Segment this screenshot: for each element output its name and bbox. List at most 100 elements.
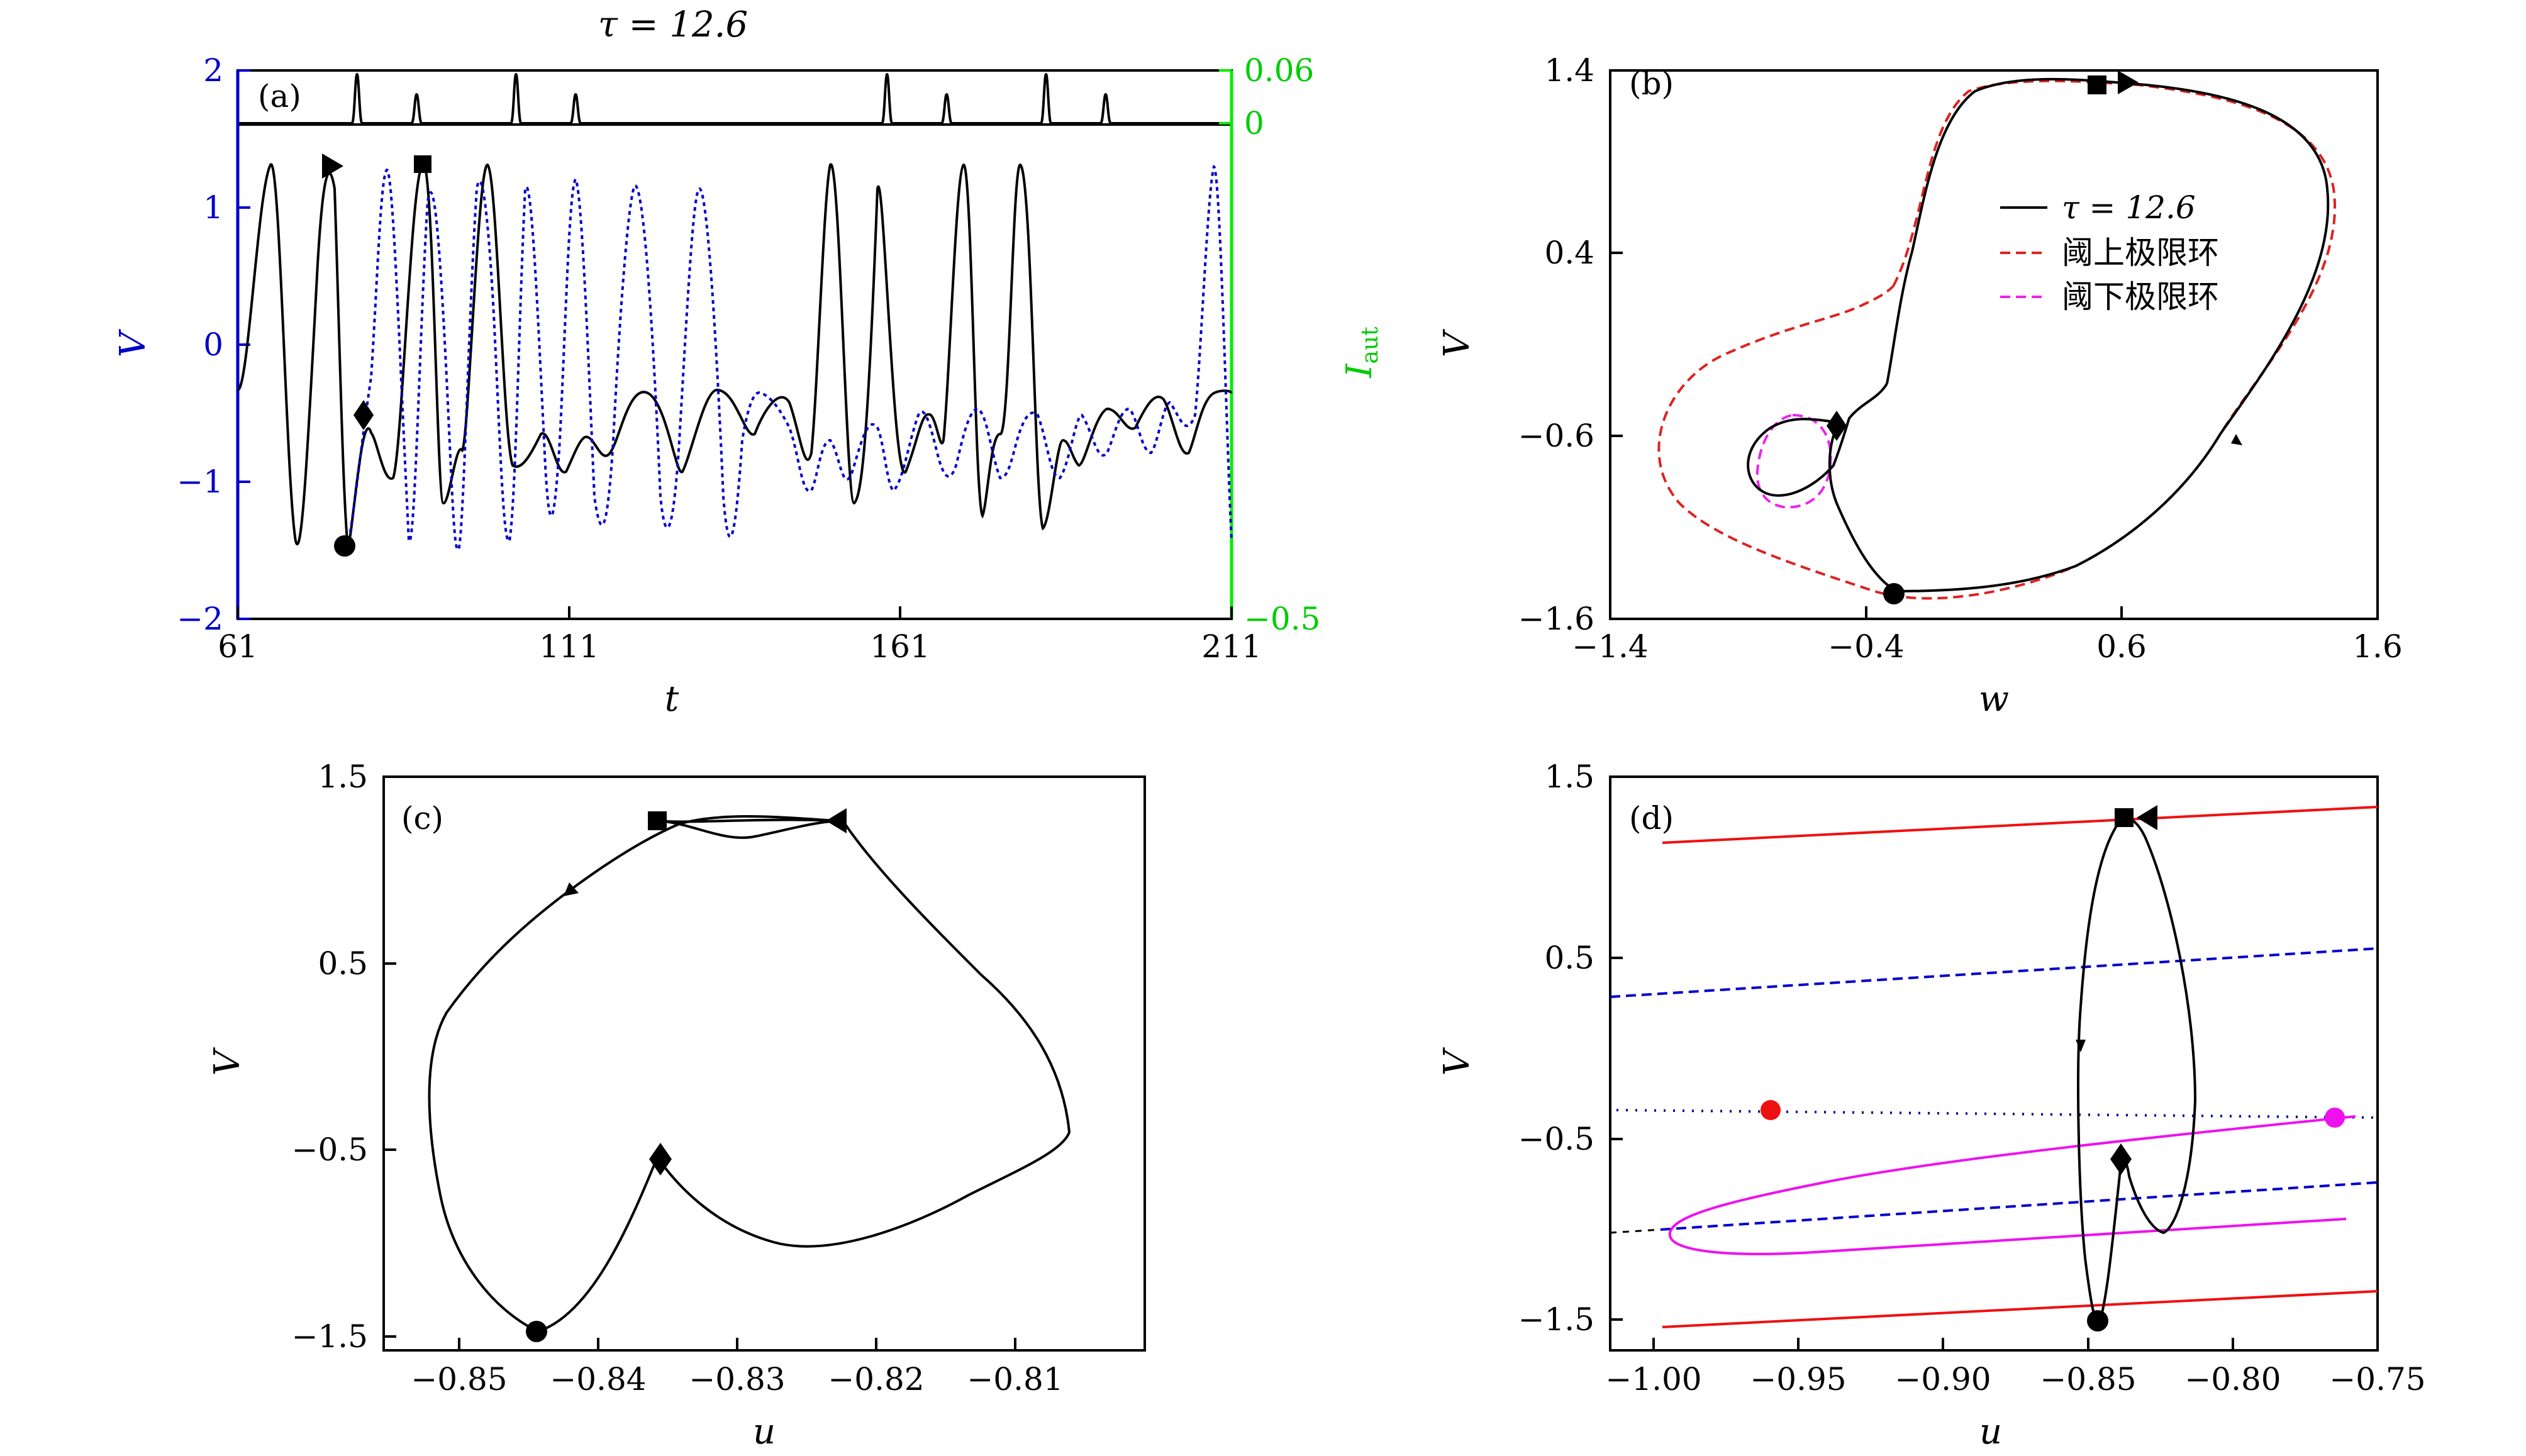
yc-tick-m05: −0.5	[292, 1131, 368, 1168]
xc-label: u	[753, 1411, 776, 1452]
panel-a: τ = 12.6 2 1 0 −1 −2 0.06 0 −0.5	[113, 4, 1383, 720]
marker-b-circle	[1883, 583, 1905, 604]
xa-tick-111: 111	[539, 628, 599, 665]
xc-tick-084: −0.84	[550, 1361, 646, 1398]
xd-tick-095: −0.95	[1750, 1361, 1846, 1398]
line-black-extension	[1610, 1228, 1661, 1234]
panel-a-frame	[236, 69, 1233, 620]
marker-a-triangle	[322, 153, 343, 179]
xd-tick-075: −0.75	[2329, 1361, 2425, 1398]
yc-tick-m15: −1.5	[292, 1318, 368, 1355]
xb-tick-m04: −0.4	[1828, 628, 1904, 665]
ya-tick-m1: −1	[177, 464, 223, 500]
y2a-tick-006: 0.06	[1244, 52, 1314, 89]
xa-label: t	[665, 679, 679, 720]
nullcline-red-bottom	[1662, 1290, 2378, 1328]
yb-tick-m16: −1.6	[1518, 601, 1594, 637]
xc-tick-083: −0.83	[689, 1361, 785, 1398]
line-blue-upper	[1610, 947, 2378, 998]
legend-b-label-tau: τ = 12.6	[2062, 189, 2196, 226]
xb-tick-16: 1.6	[2352, 628, 2403, 665]
marker-d-arrow	[2076, 1040, 2086, 1052]
yb-label: V	[1437, 328, 1477, 357]
fixed-point-magenta	[2325, 1108, 2345, 1128]
marker-a-square	[414, 155, 431, 173]
y2a-tick-m05: −0.5	[1244, 601, 1320, 637]
xa-tick-161: 161	[870, 628, 930, 665]
marker-b-square	[2088, 75, 2106, 94]
xd-tick-100: −1.00	[1605, 1361, 1701, 1398]
xb-tick-m14: −1.4	[1572, 628, 1648, 665]
marker-b-triangle	[2118, 70, 2139, 94]
xb-tick-06: 0.6	[2096, 628, 2147, 665]
xc-tick-082: −0.82	[828, 1361, 924, 1398]
trajectory-b	[1747, 77, 2330, 593]
marker-a-diamond	[353, 400, 374, 430]
marker-d-circle	[2087, 1310, 2108, 1331]
legend-b-label-supra: 阈上极限环	[2062, 235, 2219, 271]
line-dotted	[1616, 1109, 2378, 1119]
legend-b-label-sub: 阈下极限环	[2062, 279, 2219, 315]
ya-tick-1: 1	[203, 189, 223, 226]
ya-tick-0: 0	[203, 326, 223, 363]
line-blue-lower	[1660, 1181, 2378, 1231]
yb-tick-04: 0.4	[1544, 235, 1594, 271]
xb-label: w	[1979, 679, 2009, 720]
marker-a-circle	[334, 535, 355, 557]
xd-tick-080: −0.80	[2184, 1361, 2281, 1398]
marker-b-diamond	[1827, 411, 1847, 441]
marker-d-diamond	[2110, 1143, 2132, 1175]
trajectory-d	[2077, 816, 2197, 1326]
y2a-tick-0: 0	[1244, 105, 1264, 142]
marker-c-circle	[526, 1321, 547, 1342]
iaut-spikes	[238, 72, 1232, 125]
xc-tick-085: −0.85	[411, 1361, 507, 1398]
yd-tick-15: 1.5	[1544, 759, 1594, 795]
panel-a-title: τ = 12.6	[598, 4, 748, 45]
xd-tick-085: −0.85	[2040, 1361, 2136, 1398]
panel-b-frame	[1609, 69, 2379, 620]
xc-tick-081: −0.81	[967, 1361, 1063, 1398]
yd-tick-m05: −0.5	[1518, 1121, 1594, 1157]
trajectory-c	[428, 815, 1071, 1333]
xa-tick-61: 61	[218, 628, 258, 665]
xd-tick-090: −0.90	[1894, 1361, 1991, 1398]
marker-d-square	[2115, 808, 2134, 827]
yc-tick-15: 1.5	[318, 759, 368, 795]
nullcline-magenta	[1668, 1115, 2356, 1255]
marker-c-triangle	[826, 808, 847, 833]
panel-b-label: (b)	[1629, 65, 1674, 102]
panel-d: 1.5 0.5 −0.5 −1.5 −1.00 −0.95 −0.90 −0.8…	[1437, 759, 2426, 1452]
xd-label: u	[1979, 1411, 2002, 1452]
yb-tick-14: 1.4	[1544, 52, 1594, 89]
panel-c-frame	[382, 775, 1146, 1352]
panel-a-label: (a)	[258, 78, 301, 114]
marker-c-square	[648, 811, 667, 830]
trace-v-tau	[236, 162, 1233, 551]
yd-label: V	[1437, 1047, 1477, 1075]
marker-c-diamond	[649, 1143, 672, 1175]
panel-c: 1.5 0.5 −0.5 −1.5 −0.85 −0.84 −0.83 −0.8…	[207, 759, 1146, 1452]
yc-tick-05: 0.5	[318, 945, 368, 982]
marker-b-arrow	[2231, 434, 2242, 445]
yb-tick-m06: −0.6	[1518, 418, 1594, 454]
panel-d-frame	[1609, 775, 2379, 1352]
marker-d-triangle	[2137, 805, 2157, 830]
marker-c-arrow	[564, 882, 579, 896]
limit-cycle-supra	[1657, 79, 2336, 600]
iaut-trace	[238, 72, 1232, 125]
panel-c-label: (c)	[401, 800, 443, 836]
fixed-point-red	[1761, 1100, 1781, 1120]
ya-tick-2: 2	[203, 52, 223, 89]
nullcline-red-top	[1662, 806, 2378, 844]
panel-b: 1.4 0.4 −0.6 −1.6 −1.4 −0.4 0.6 1.6 w V …	[1437, 52, 2403, 720]
xa-tick-211: 211	[1201, 628, 1261, 665]
yd-tick-m15: −1.5	[1518, 1301, 1594, 1338]
yd-tick-05: 0.5	[1544, 940, 1594, 976]
panel-d-label: (d)	[1629, 800, 1674, 836]
legend-b: τ = 12.6 阈上极限环 阈下极限环	[2000, 189, 2219, 315]
ya-label: V	[113, 328, 153, 357]
y2a-label: Iaut	[1339, 326, 1383, 379]
iaut-strip-frame	[236, 69, 1233, 126]
